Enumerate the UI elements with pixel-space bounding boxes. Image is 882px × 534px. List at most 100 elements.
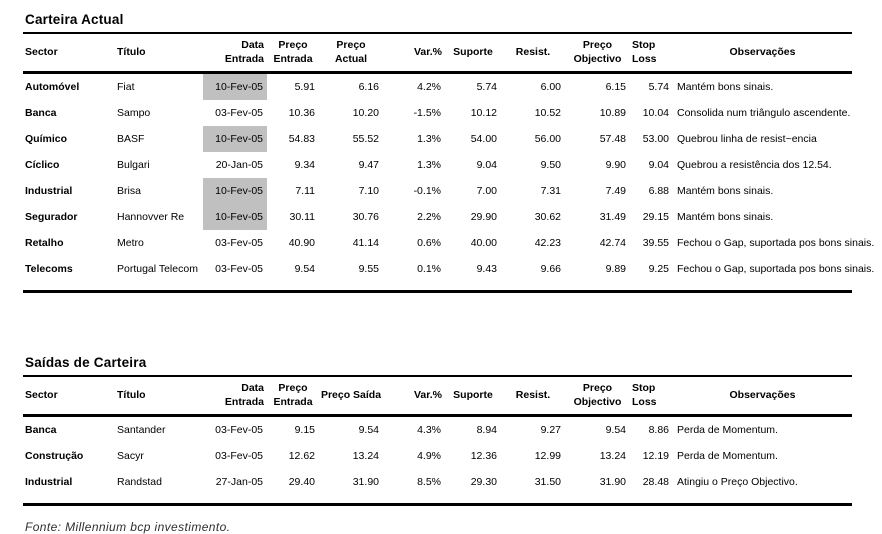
carteira-actual-title: Carteira Actual xyxy=(23,10,852,34)
cell-stop-loss: 53.00 xyxy=(642,133,669,145)
cell-preco-entrada: 9.34 xyxy=(294,159,315,171)
cell-stop-loss: 12.19 xyxy=(642,450,669,462)
cell-data-entrada: 10-Fev-05 xyxy=(203,204,267,230)
cell-resist: 7.31 xyxy=(540,185,561,197)
saidas-de-carteira-table: Sector Título Data Entrada Preço Entrada Pre… xyxy=(23,377,852,495)
cell-suporte: 9.04 xyxy=(476,159,497,171)
cell-preco-entrada: 54.83 xyxy=(288,133,315,145)
cell-titulo: Hannovver Re xyxy=(117,211,185,223)
cell-stop-loss: 28.48 xyxy=(642,476,669,488)
table-row: Cíclico Bulgari 20-Jan-05 9.34 9.47 1.3% 9.04 9… xyxy=(23,152,852,178)
cell-data-entrada: 03-Fev-05 xyxy=(215,450,263,462)
cell-preco-saida: 9.54 xyxy=(358,424,379,436)
cell-var-pct: 0.6% xyxy=(417,237,441,249)
section-carteira-actual: Carteira Actual Sector Título Data Entrada… xyxy=(23,10,874,293)
table-row: Segurador Hannovver Re 10-Fev-05 30.11 30.76… xyxy=(23,204,852,230)
table-row: Telecoms Portugal Telecom 03-Fev-05 9.54 9.5… xyxy=(23,256,874,282)
cell-observacoes: Quebrou a resistência dos 12.54. xyxy=(677,159,832,171)
column-header-data-entrada: Data Entrada xyxy=(203,377,267,417)
cell-resist: 42.23 xyxy=(534,237,561,249)
cell-preco-saida: 31.90 xyxy=(352,476,379,488)
table-row: Banca Santander 03-Fev-05 9.15 9.54 4.3% 8.94 9… xyxy=(23,416,852,444)
carteira-actual-table: Sector Título Data Entrada Preço Entrada Pre… xyxy=(23,34,874,283)
cell-resist: 9.27 xyxy=(540,424,561,436)
cell-preco-objectivo: 6.15 xyxy=(605,81,626,93)
column-header-sector: Sector xyxy=(23,377,115,417)
cell-var-pct: 1.3% xyxy=(417,133,441,145)
cell-sector: Construção xyxy=(25,450,84,462)
cell-sector: Industrial xyxy=(25,185,73,197)
cell-titulo: Bulgari xyxy=(117,159,150,171)
cell-suporte: 8.94 xyxy=(476,424,497,436)
cell-data-entrada: 27-Jan-05 xyxy=(215,476,263,488)
cell-suporte: 9.43 xyxy=(476,263,497,275)
cell-titulo: Sacyr xyxy=(117,450,144,462)
cell-suporte: 7.00 xyxy=(476,185,497,197)
source-note: Fonte: Millennium bcp investimento. xyxy=(25,520,231,534)
cell-preco-entrada: 29.40 xyxy=(288,476,315,488)
cell-preco-objectivo: 42.74 xyxy=(599,237,626,249)
carteira-actual-header-row: Sector Título Data Entrada Preço Entrada Pre… xyxy=(23,34,852,74)
column-header-titulo: Título xyxy=(115,34,203,74)
cell-observacoes: Mantém bons sinais. xyxy=(677,81,774,93)
cell-preco-objectivo: 9.89 xyxy=(605,263,626,275)
column-header-sector: Sector xyxy=(23,34,115,74)
cell-stop-loss: 8.86 xyxy=(648,424,669,436)
cell-resist: 9.50 xyxy=(540,159,561,171)
cell-preco-actual: 6.16 xyxy=(358,81,379,93)
cell-sector: Industrial xyxy=(25,476,73,488)
cell-preco-actual: 41.14 xyxy=(352,237,379,249)
carteira-actual-table-wrapper: Sector Título Data Entrada Preço Entrada Pre… xyxy=(23,34,874,293)
column-header-observacoes: Observações xyxy=(673,377,852,417)
cell-suporte: 5.74 xyxy=(476,81,497,93)
cell-preco-actual: 30.76 xyxy=(352,211,379,223)
column-header-suporte: Suporte xyxy=(445,34,501,74)
cell-resist: 10.52 xyxy=(534,107,561,119)
cell-stop-loss: 39.55 xyxy=(642,237,669,249)
cell-preco-actual: 55.52 xyxy=(352,133,379,145)
cell-titulo: Fiat xyxy=(117,81,135,93)
cell-observacoes: Mantém bons sinais. xyxy=(677,211,774,223)
column-header-preco-entrada: Preço Entrada xyxy=(267,34,319,74)
cell-preco-objectivo: 31.90 xyxy=(599,476,626,488)
table-row: Industrial Randstad 27-Jan-05 29.40 31.90 8.5… xyxy=(23,469,852,495)
cell-titulo: Metro xyxy=(117,237,144,249)
cell-sector: Automóvel xyxy=(25,81,80,93)
cell-preco-saida: 13.24 xyxy=(352,450,379,462)
cell-preco-entrada: 9.54 xyxy=(294,263,315,275)
cell-data-entrada: 10-Fev-05 xyxy=(203,72,267,100)
saidas-de-carteira-body: Banca Santander 03-Fev-05 9.15 9.54 4.3% 8.94 9… xyxy=(23,416,852,496)
table-row: Automóvel Fiat 10-Fev-05 5.91 6.16 4.2% 5.74 6.… xyxy=(23,72,852,100)
cell-resist: 30.62 xyxy=(534,211,561,223)
cell-stop-loss: 9.04 xyxy=(648,159,669,171)
column-header-data-entrada: Data Entrada xyxy=(203,34,267,74)
cell-titulo: BASF xyxy=(117,133,145,145)
cell-data-entrada: 03-Fev-05 xyxy=(215,107,263,119)
cell-preco-objectivo: 7.49 xyxy=(605,185,626,197)
cell-var-pct: 2.2% xyxy=(417,211,441,223)
cell-preco-entrada: 7.11 xyxy=(295,185,315,197)
cell-var-pct: 4.3% xyxy=(417,424,441,436)
cell-stop-loss: 29.15 xyxy=(642,211,669,223)
column-header-stop-loss: Stop Loss xyxy=(630,377,673,417)
cell-resist: 6.00 xyxy=(540,81,561,93)
cell-preco-objectivo: 10.89 xyxy=(599,107,626,119)
column-header-preco-entrada: Preço Entrada xyxy=(267,377,319,417)
cell-suporte: 10.12 xyxy=(470,107,497,119)
cell-resist: 56.00 xyxy=(534,133,561,145)
cell-sector: Cíclico xyxy=(25,159,60,171)
cell-preco-objectivo: 9.54 xyxy=(605,424,626,436)
cell-var-pct: 0.1% xyxy=(417,263,441,275)
cell-var-pct: -1.5% xyxy=(413,107,441,119)
cell-suporte: 12.36 xyxy=(470,450,497,462)
cell-suporte: 54.00 xyxy=(470,133,497,145)
section-saidas-de-carteira: Saídas de Carteira Sector Título Data Entr… xyxy=(23,353,852,506)
column-header-preco-objectivo: Preço Objectivo xyxy=(565,377,630,417)
cell-sector: Banca xyxy=(25,424,57,436)
cell-var-pct: -0.1% xyxy=(413,185,441,197)
carteira-actual-body: Automóvel Fiat 10-Fev-05 5.91 6.16 4.2% 5.74 6.… xyxy=(23,72,874,283)
cell-observacoes: Mantém bons sinais. xyxy=(677,185,774,197)
cell-data-entrada: 03-Fev-05 xyxy=(215,263,263,275)
cell-observacoes: Quebrou linha de resist~encia xyxy=(677,133,817,145)
